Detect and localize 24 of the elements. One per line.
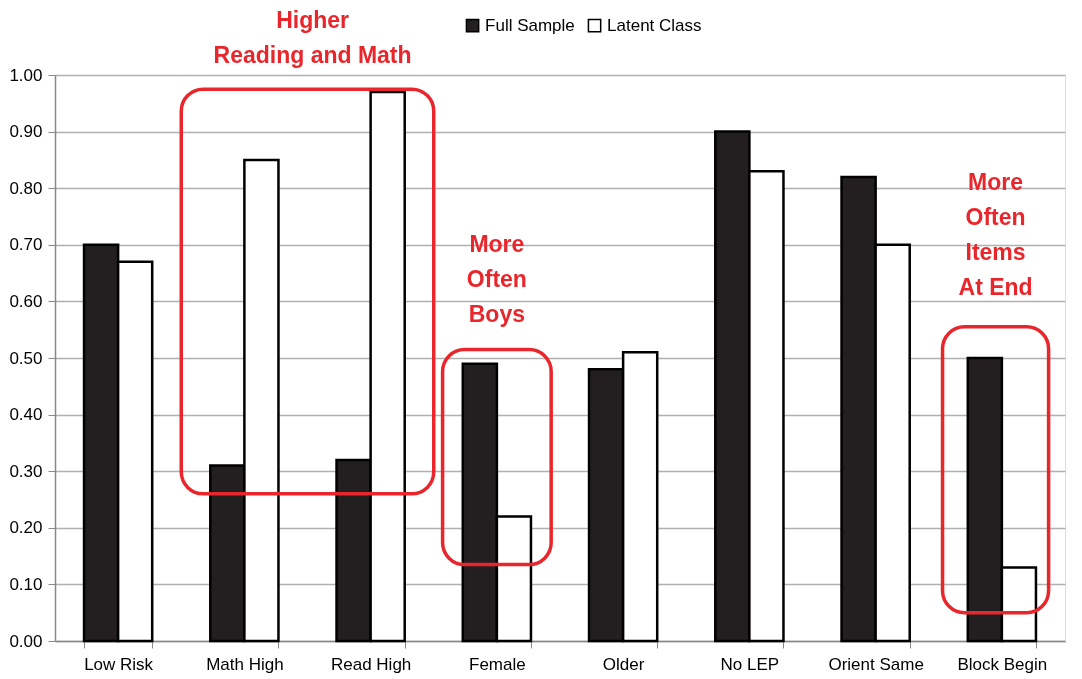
x-tick-label: Low Risk xyxy=(84,654,154,674)
x-tick-label: Block Begin xyxy=(957,654,1048,674)
legend-label: Latent Class xyxy=(607,15,702,35)
annotation: More Often Boys xyxy=(466,230,527,327)
y-tick-label: 0.80 xyxy=(9,178,43,198)
annotation: More Often Items At End xyxy=(958,168,1033,300)
y-tick-label: 0.10 xyxy=(9,574,43,594)
x-tick-label: Female xyxy=(469,654,526,674)
y-tick-label: 0.20 xyxy=(9,518,43,538)
y-tick-label: 1.00 xyxy=(9,65,43,85)
x-tick-label: No LEP xyxy=(720,654,780,674)
y-tick-label: 0.50 xyxy=(9,348,43,368)
y-tick-label: 0.00 xyxy=(9,631,43,651)
x-tick-label: Orient Same xyxy=(828,654,924,674)
y-tick-label: 0.60 xyxy=(9,291,43,311)
y-tick-label: 0.30 xyxy=(9,461,43,481)
y-tick-label: 0.90 xyxy=(9,122,43,142)
x-tick-label: Read High xyxy=(330,654,412,674)
x-tick-label: Older xyxy=(602,654,645,674)
text: Higher Reading and Math xyxy=(213,7,412,69)
legend-label: Full Sample xyxy=(485,15,575,35)
y-tick-label: 0.70 xyxy=(9,235,43,255)
x-tick-label: Math High xyxy=(206,654,284,674)
y-tick-label: 0.40 xyxy=(9,405,43,425)
